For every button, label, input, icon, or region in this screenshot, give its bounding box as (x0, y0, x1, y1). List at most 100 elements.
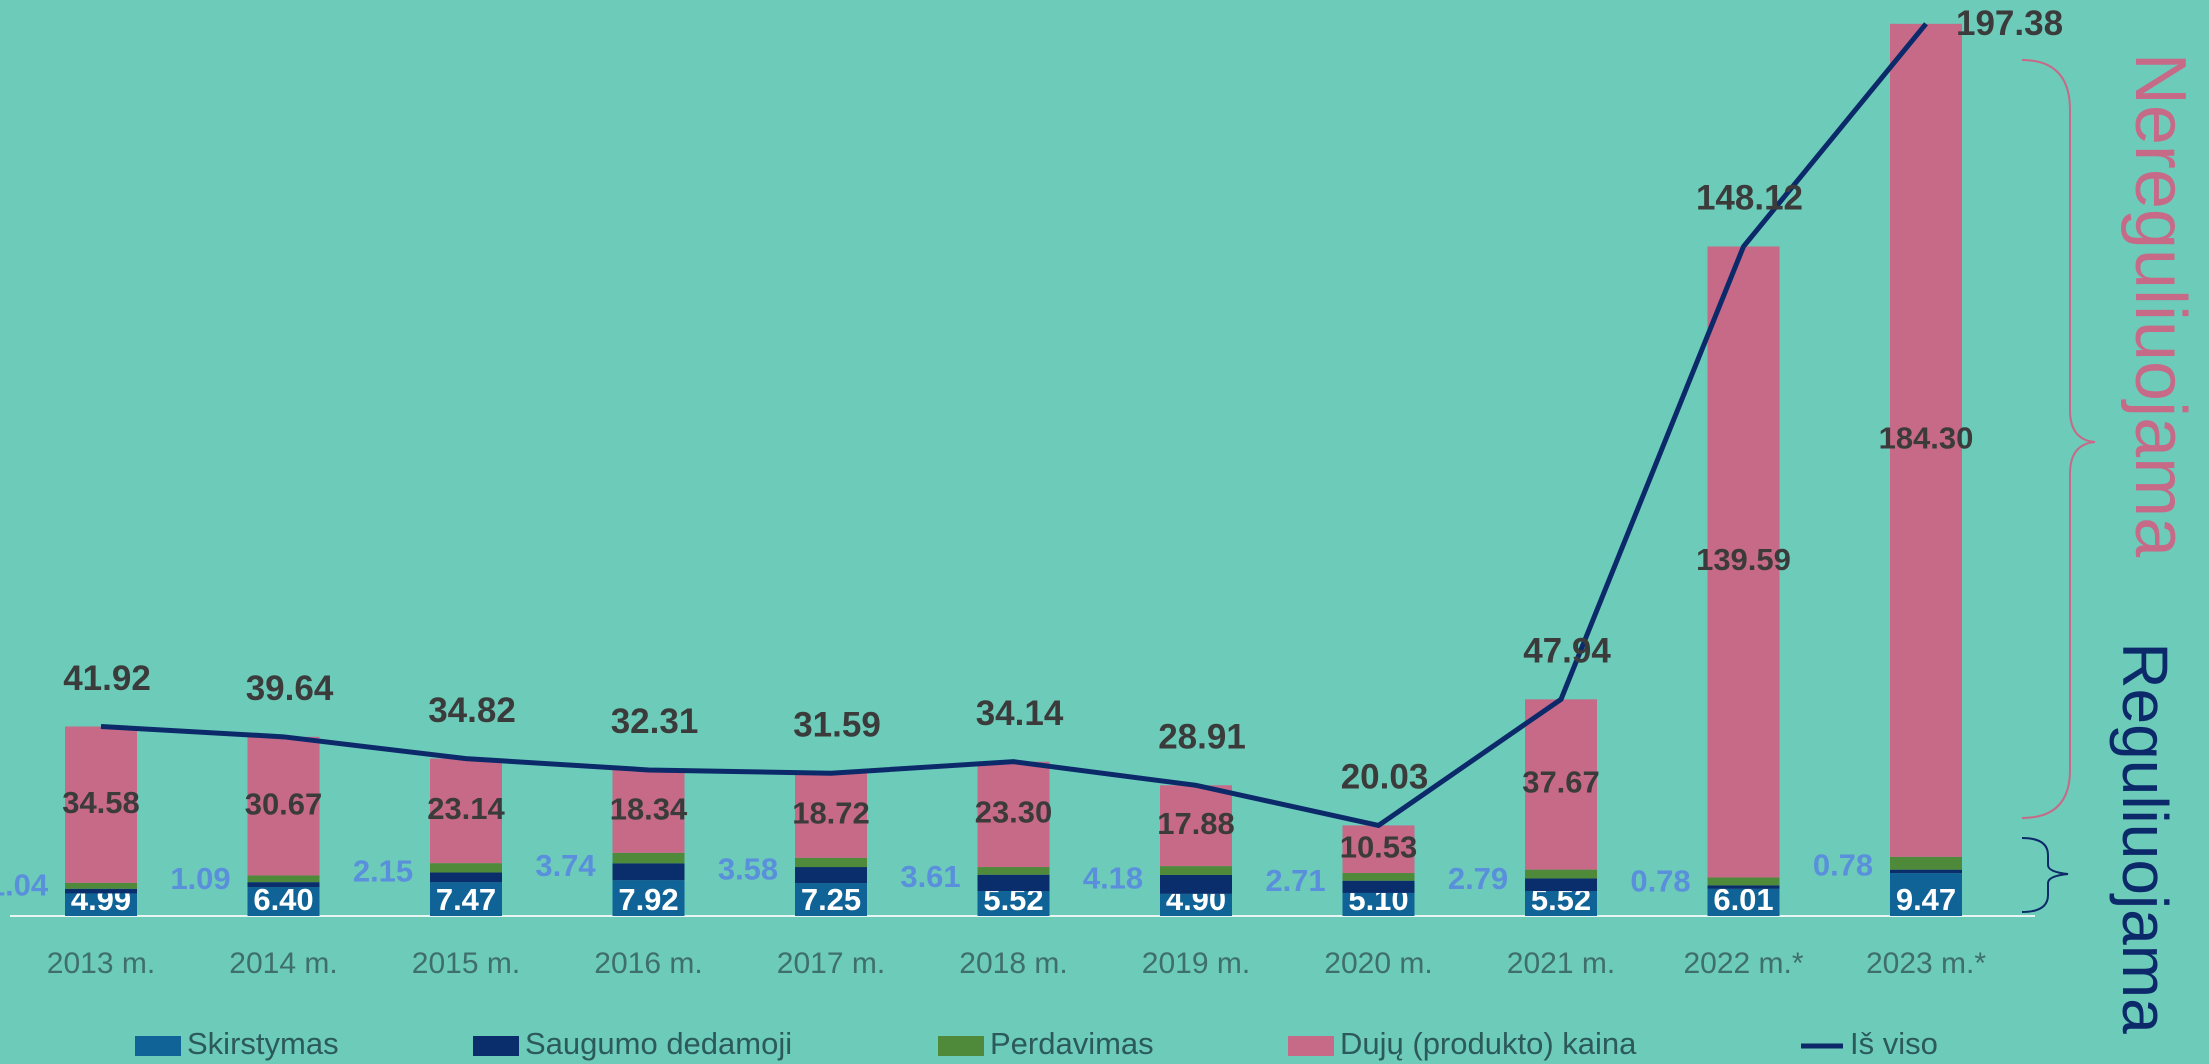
bar-segment (612, 880, 685, 916)
bar-segment (977, 867, 1050, 875)
annotation-regulated: Reguliuojama (2109, 642, 2181, 1034)
bar-segment (1707, 877, 1780, 886)
legend-swatch (938, 1036, 984, 1056)
value-label: 7.92 (618, 882, 678, 917)
value-label: 139.59 (1696, 542, 1791, 577)
bar-segment (977, 761, 1050, 868)
total-label: 47.94 (1523, 632, 1611, 671)
value-label: 184.30 (1879, 421, 1974, 456)
legend-swatch (135, 1036, 181, 1056)
bar-segment (1342, 873, 1415, 881)
value-label: 34.58 (62, 785, 140, 820)
bar-segment (247, 887, 320, 916)
brace-unregulated (2021, 59, 2096, 819)
x-tick-label: 2015 m. (412, 947, 520, 980)
bar-segment (795, 883, 867, 916)
x-tick-label: 2018 m. (959, 947, 1067, 980)
bar-segment (1890, 873, 1962, 916)
value-label: 30.67 (245, 786, 323, 821)
bar-segment (1342, 880, 1415, 893)
x-tick-label: 2016 m. (594, 947, 702, 980)
value-label: 7.47 (436, 882, 496, 917)
legend-label: Skirstymas (187, 1026, 339, 1061)
total-label: 197.38 (1956, 4, 2063, 43)
bar-segment (430, 863, 502, 873)
bar-segment (430, 758, 502, 864)
value-label: 3.61 (900, 859, 960, 894)
bar-segment (247, 736, 320, 876)
total-label: 20.03 (1341, 758, 1429, 797)
bar-segment (795, 867, 867, 884)
x-tick-label: 2019 m. (1142, 947, 1250, 980)
bar-segment (1342, 825, 1415, 874)
bar-segment (247, 882, 320, 888)
value-label: 0.78 (1813, 848, 1873, 883)
value-label: 1.04 (0, 867, 49, 902)
bar-segment (1890, 856, 1962, 870)
legend-label: Perdavimas (990, 1026, 1154, 1061)
bar-segment (1525, 869, 1597, 879)
value-label: 3.74 (535, 848, 596, 883)
total-label: 34.14 (976, 694, 1064, 733)
bar-segment (612, 852, 685, 864)
bar-segment (65, 726, 137, 883)
bar-segment (1160, 893, 1232, 916)
total-label: 32.31 (611, 702, 699, 741)
bar-segment (430, 872, 502, 883)
value-label: 4.18 (1083, 861, 1143, 896)
value-label: 10.53 (1340, 829, 1418, 864)
value-label: 0.78 (1630, 863, 1690, 898)
x-tick-label: 2021 m. (1507, 947, 1615, 980)
value-label: 23.30 (975, 795, 1053, 830)
bar-segment (1160, 785, 1232, 867)
bar-segment (1890, 23, 1962, 857)
brace-regulated (2021, 837, 2069, 913)
total-label: 39.64 (246, 669, 334, 708)
bar-segment (1525, 878, 1597, 892)
x-tick-label: 2014 m. (229, 947, 337, 980)
x-tick-label: 2020 m. (1324, 947, 1432, 980)
value-label: 7.25 (801, 882, 861, 917)
legend-label: Dujų (produkto) kaina (1340, 1026, 1637, 1061)
bar-segment (1525, 699, 1597, 870)
value-label: 18.72 (792, 796, 870, 831)
bar-segment (65, 882, 137, 889)
bar-segment (1707, 888, 1780, 916)
value-label: 2.15 (353, 854, 413, 889)
value-label: 23.14 (427, 791, 505, 826)
total-label: 34.82 (428, 691, 516, 730)
bar-segment (1890, 869, 1962, 874)
bar-segment (247, 875, 320, 883)
x-tick-label: 2023 m.* (1866, 947, 1986, 980)
value-label: 1.09 (170, 861, 230, 896)
total-label: 28.91 (1158, 718, 1246, 757)
x-tick-label: 2017 m. (777, 947, 885, 980)
bar-segment (430, 882, 502, 916)
annotation-unregulated: Nereguliuojama (2120, 53, 2200, 558)
value-label: 6.40 (253, 882, 313, 917)
value-label: 3.58 (718, 851, 778, 886)
bar-segment (977, 874, 1050, 892)
bar-segment (65, 888, 137, 894)
bar-segment (1160, 874, 1232, 894)
bar-segment (795, 773, 867, 858)
value-label: 18.34 (610, 792, 688, 827)
legend-label: Saugumo dedamoji (525, 1026, 792, 1061)
total-line (100, 22, 1928, 829)
bar-segment (1342, 892, 1415, 916)
legend-label: Iš viso (1850, 1026, 1938, 1061)
bar-segment (795, 857, 867, 868)
bar-segment (977, 891, 1050, 916)
legend-swatch (1288, 1036, 1334, 1056)
legend-swatch (473, 1036, 519, 1056)
value-label: 37.67 (1522, 765, 1600, 800)
bar-segment (612, 863, 685, 881)
bar-segment (1707, 246, 1780, 878)
value-label: 2.71 (1265, 863, 1325, 898)
bar-segment (612, 769, 685, 853)
bar-segment (1160, 866, 1232, 875)
total-label: 41.92 (63, 659, 151, 698)
x-tick-label: 2022 m.* (1683, 947, 1803, 980)
